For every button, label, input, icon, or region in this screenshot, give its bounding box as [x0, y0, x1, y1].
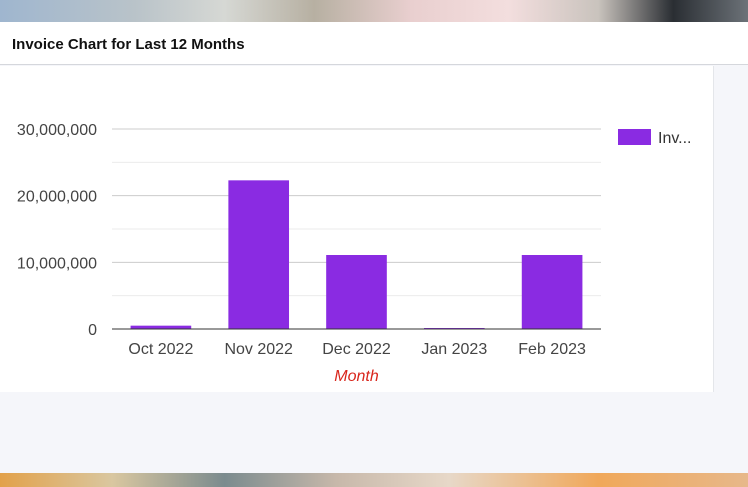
y-tick-label: 30,000,000: [17, 122, 97, 139]
page-title: Invoice Chart for Last 12 Months: [12, 36, 245, 53]
bar-dec-2022[interactable]: [326, 255, 387, 329]
chart-panel-header: Invoice Chart for Last 12 Months: [0, 22, 748, 65]
x-tick-labels: Oct 2022 Nov 2022 Dec 2022 Jan 2023 Feb 2023: [128, 341, 586, 358]
y-tick-label: 20,000,000: [17, 189, 97, 206]
chart-panel-body: 0 10,000,000 20,000,000 30,000,000 Oct 2022…: [0, 66, 714, 392]
y-tick-label: 0: [88, 322, 97, 339]
x-axis-title: Month: [334, 368, 379, 385]
bar-feb-2023[interactable]: [521, 255, 583, 329]
grid-lines: [112, 128, 601, 297]
top-decorative-strip: [0, 0, 748, 22]
y-tick-labels: 0 10,000,000 20,000,000 30,000,000: [17, 122, 97, 339]
bar-nov-2022[interactable]: [228, 180, 290, 329]
bottom-decorative-strip: [0, 473, 748, 487]
x-tick-label: Jan 2023: [421, 341, 487, 358]
x-tick-label: Feb 2023: [518, 341, 586, 358]
y-tick-label: 10,000,000: [17, 255, 97, 272]
legend[interactable]: Inv...: [618, 129, 692, 147]
legend-swatch[interactable]: [618, 129, 651, 145]
bars: [130, 180, 583, 329]
x-tick-label: Dec 2022: [322, 341, 391, 358]
invoice-bar-chart: 0 10,000,000 20,000,000 30,000,000 Oct 2022…: [17, 122, 692, 385]
x-tick-label: Oct 2022: [128, 341, 193, 358]
bar-oct-2022[interactable]: [130, 325, 192, 329]
x-tick-label: Nov 2022: [224, 341, 293, 358]
legend-label[interactable]: Inv...: [658, 130, 692, 147]
